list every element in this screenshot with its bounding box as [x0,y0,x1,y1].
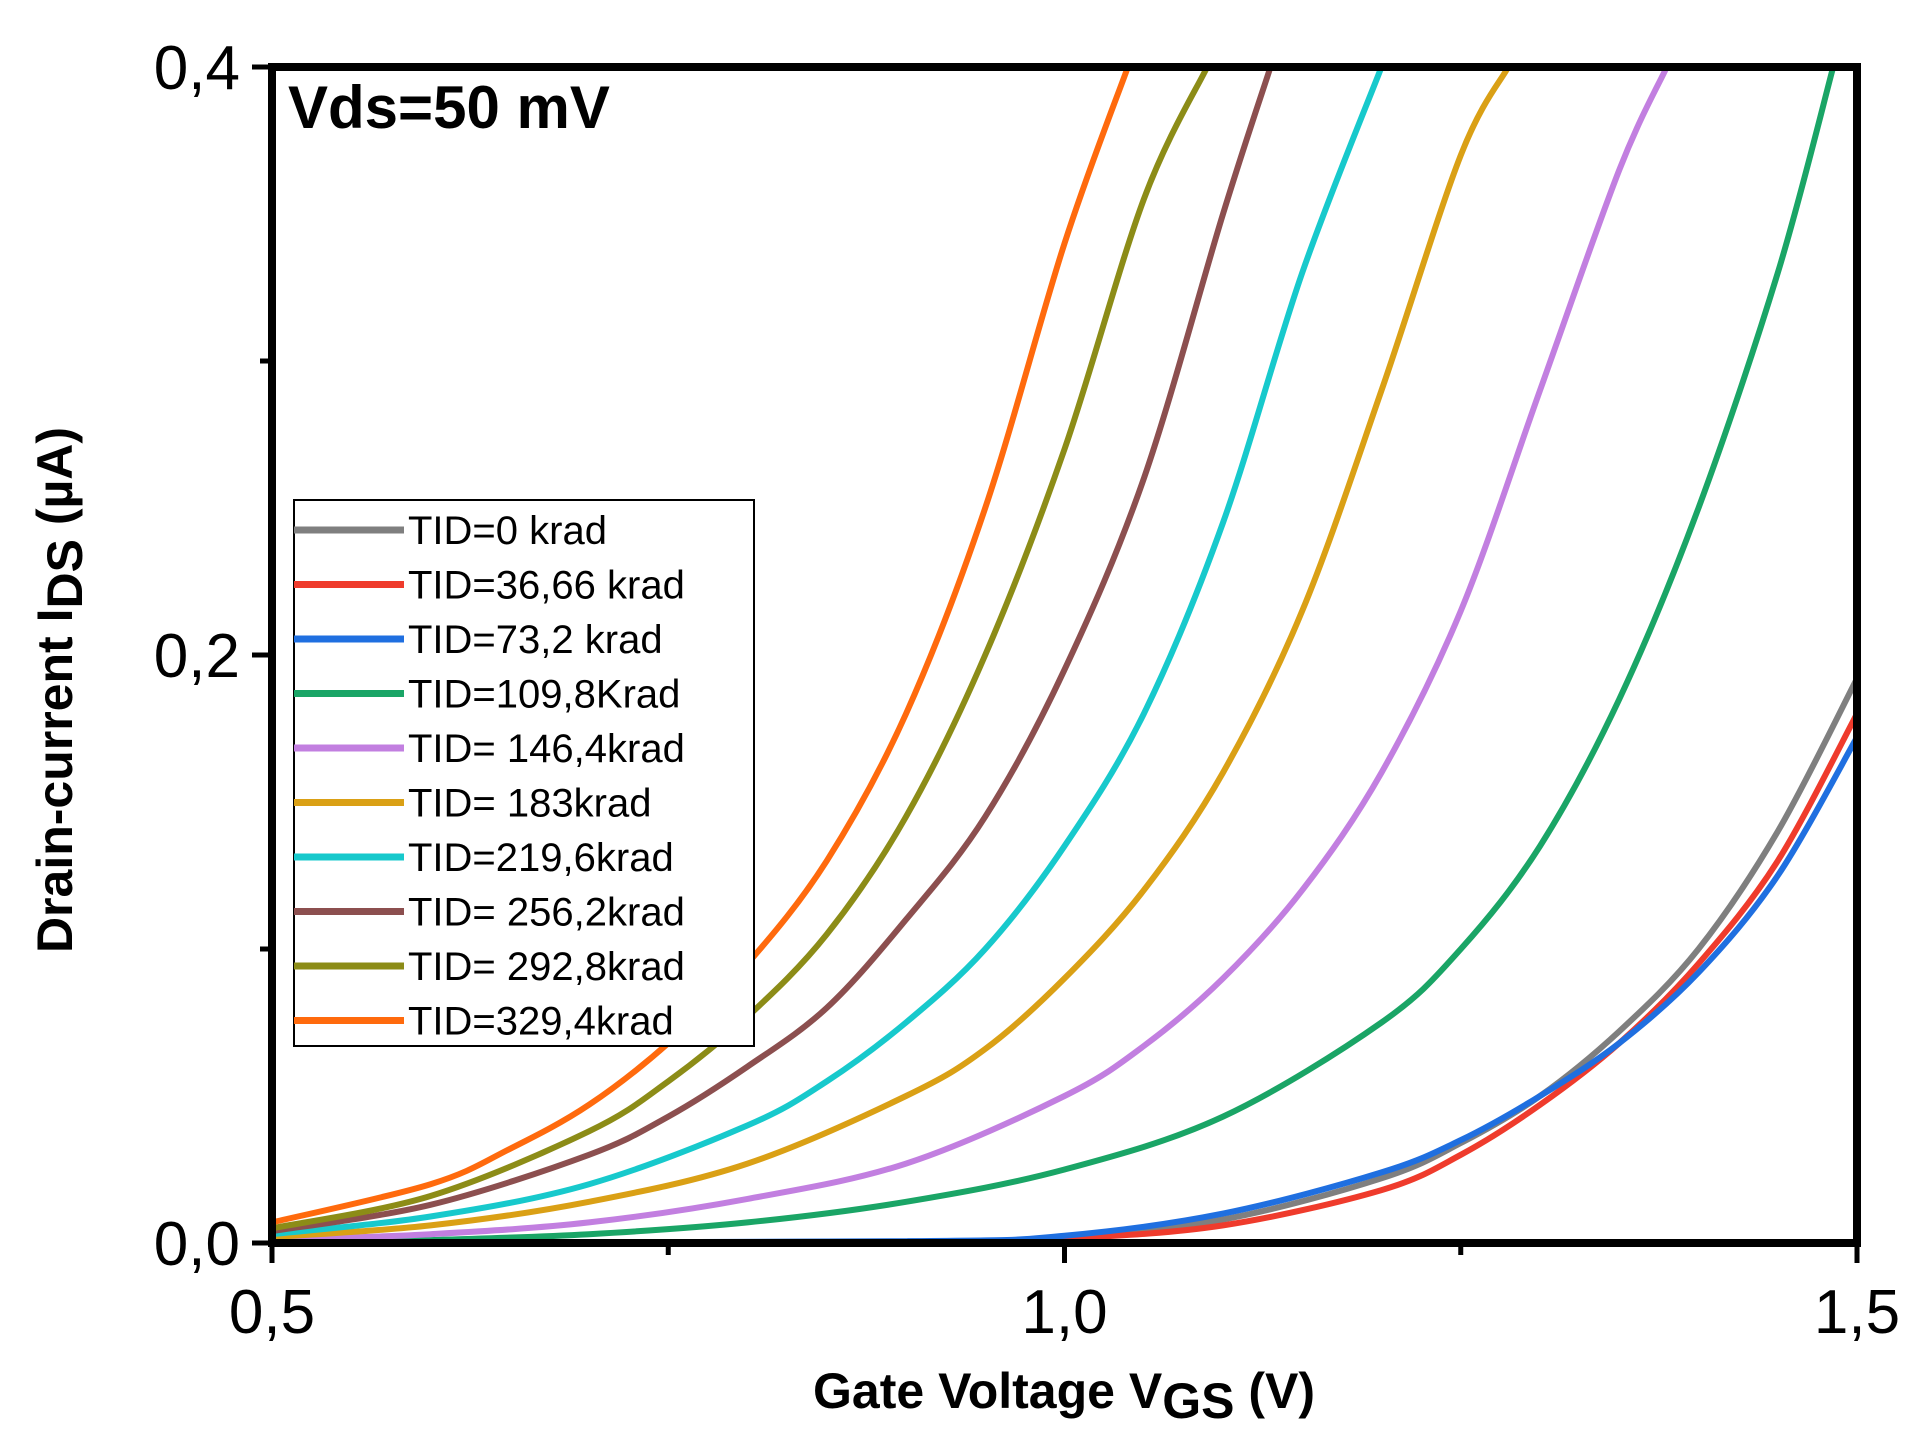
legend-box [293,499,755,1047]
legend-entry-tid-219-6krad: TID=219,6krad [294,836,674,880]
x-axis-title-main: Gate Voltage V [813,1363,1163,1419]
x-axis-title: Gate Voltage VGS (V) [813,1363,1315,1429]
tick-layer: 0,5 1,0 1,5 0,0 0,2 0,4 [154,34,1900,1347]
x-tick-label: 0,5 [229,1278,315,1347]
series-line-tid-183krad [269,64,1512,1241]
legend-label: TID= 183krad [408,782,651,826]
x-tick-label: 1,5 [1814,1278,1900,1347]
legend-label: TID=329,4krad [408,1000,674,1044]
y-tick-label: 0,0 [154,1210,240,1279]
series-line-tid-146-4krad [269,64,1670,1244]
legend-label: TID=36,66 krad [408,564,685,608]
legend-entry-tid-292-8krad: TID= 292,8krad [294,945,685,989]
series-line-tid-109-8krad [269,64,1837,1246]
legend-entry-tid-109-8krad: TID=109,8Krad [294,673,680,717]
legend-entry-tid-73-2-krad: TID=73,2 krad [294,618,663,662]
legend-label: TID=73,2 krad [408,618,663,662]
legend-entry-tid-183krad: TID= 183krad [294,782,651,826]
legend-entry-tid-36-66-krad: TID=36,66 krad [294,564,685,608]
legend-label: TID=109,8Krad [408,673,680,717]
x-axis-title-subscript: GS [1162,1373,1234,1429]
condition-annotation: Vds=50 mV [288,74,610,141]
legend-entries: TID=0 krad TID=36,66 krad TID=73,2 krad TID… [294,509,685,1044]
legend-label: TID= 146,4krad [408,727,685,771]
x-tick-label: 1,0 [1021,1278,1107,1347]
y-axis-title-subscript: DS [37,539,93,608]
x-axis-title-unit: (V) [1234,1363,1315,1419]
legend-label: TID= 256,2krad [408,891,685,935]
series-line-tid-329-4krad [269,64,1131,1226]
y-axis-title-main: Drain-current I [27,609,83,954]
legend-entry-tid-146-4krad: TID= 146,4krad [294,727,685,771]
legend-entry-tid-256-2krad: TID= 256,2krad [294,891,685,935]
legend-label: TID=0 krad [408,509,607,553]
legend-label: TID= 292,8krad [408,945,685,989]
series-line-tid-256-2krad [269,64,1274,1235]
y-axis-title: Drain-current IDS (µA) [27,427,93,953]
legend-entry-tid-0-krad: TID=0 krad [294,509,607,553]
legend: TID=0 krad TID=36,66 krad TID=73,2 krad TID… [293,499,755,1047]
legend-entry-tid-329-4krad: TID=329,4krad [294,1000,674,1044]
series-line-tid-219-6krad [269,64,1385,1238]
y-tick-label: 0,4 [154,34,240,103]
legend-label: TID=219,6krad [408,836,674,880]
y-axis-title-unit: (µA) [27,427,83,539]
y-tick-label: 0,2 [154,622,240,691]
series-line-tid-292-8krad [269,64,1211,1232]
